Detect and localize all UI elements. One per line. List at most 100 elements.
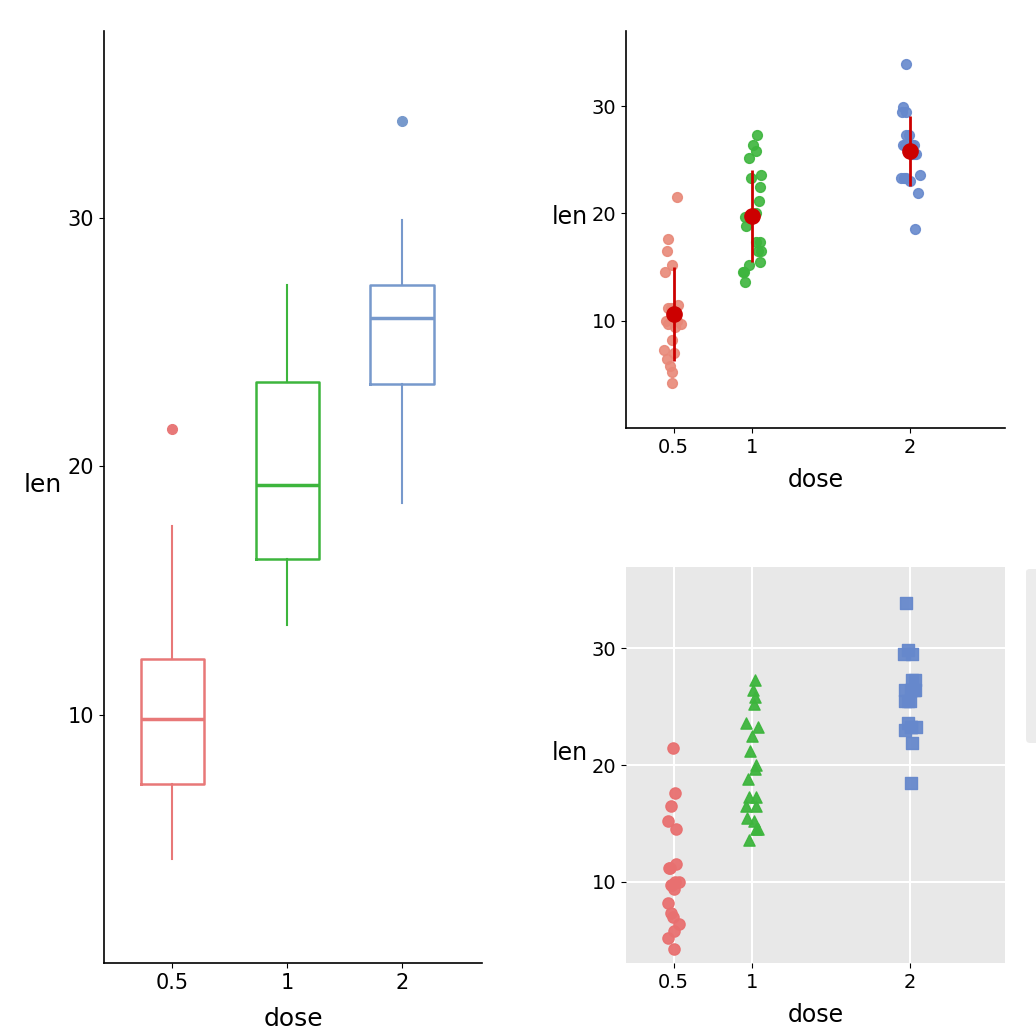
0.5 xyxy=(666,873,683,890)
2 xyxy=(900,641,917,658)
1 xyxy=(744,727,760,744)
Point xyxy=(912,167,928,183)
0.5 xyxy=(662,860,679,876)
Point xyxy=(741,149,757,166)
1 xyxy=(749,821,766,837)
0.5 xyxy=(666,881,683,897)
Y-axis label: len: len xyxy=(23,473,61,497)
2 xyxy=(903,646,920,663)
Point xyxy=(752,234,769,251)
Point xyxy=(666,319,683,336)
0.5 xyxy=(668,856,685,872)
Point xyxy=(893,104,910,120)
0.5 xyxy=(667,821,684,837)
2 xyxy=(896,693,913,710)
Point xyxy=(895,170,912,186)
1 xyxy=(747,689,764,706)
1 xyxy=(744,682,760,698)
Point xyxy=(659,242,675,259)
1 xyxy=(748,757,765,774)
Point xyxy=(898,104,915,120)
Point xyxy=(896,137,913,153)
Point xyxy=(748,205,765,222)
Point xyxy=(908,146,924,163)
1 xyxy=(748,798,765,814)
Point xyxy=(669,189,686,205)
Point xyxy=(736,264,752,281)
1 xyxy=(741,788,757,805)
Point xyxy=(662,299,679,316)
0.5 xyxy=(665,740,682,756)
Point xyxy=(894,137,911,153)
2 xyxy=(899,715,916,731)
X-axis label: dose: dose xyxy=(787,1003,843,1028)
Point xyxy=(906,221,923,237)
Point xyxy=(901,126,918,143)
Point xyxy=(660,316,677,333)
Point xyxy=(750,242,767,259)
1 xyxy=(746,813,762,830)
2 xyxy=(896,646,913,663)
2 xyxy=(908,718,924,735)
0.5 xyxy=(660,929,677,946)
0.5 xyxy=(666,941,683,957)
Point xyxy=(741,257,757,274)
1 xyxy=(742,743,758,759)
Point xyxy=(753,242,770,259)
Point xyxy=(743,170,759,186)
Point xyxy=(662,357,679,374)
0.5 xyxy=(662,877,679,894)
Point xyxy=(893,170,910,186)
1 xyxy=(740,771,756,787)
Point xyxy=(660,231,677,248)
0.5 xyxy=(663,905,680,922)
Point xyxy=(749,126,766,143)
0.5 xyxy=(670,916,687,932)
Point xyxy=(750,193,767,209)
0.5 xyxy=(664,909,681,925)
2 xyxy=(898,595,915,611)
2 xyxy=(902,682,919,698)
Point xyxy=(657,264,673,281)
Point xyxy=(751,178,768,195)
Point xyxy=(901,173,918,190)
0.5 xyxy=(664,877,681,894)
2 xyxy=(901,693,918,710)
Point xyxy=(910,184,926,201)
Point xyxy=(738,218,754,234)
1 xyxy=(746,696,762,713)
Y-axis label: len: len xyxy=(551,205,587,229)
X-axis label: dose: dose xyxy=(263,1007,323,1031)
Point xyxy=(672,316,689,333)
Point xyxy=(748,143,765,160)
Point xyxy=(663,364,680,380)
1 xyxy=(747,788,764,805)
Point xyxy=(666,345,683,362)
1 xyxy=(750,718,767,735)
Point xyxy=(895,98,912,115)
0.5 xyxy=(662,798,679,814)
Point xyxy=(659,351,675,368)
1 xyxy=(747,671,764,688)
Y-axis label: len: len xyxy=(551,741,587,766)
Point xyxy=(748,234,765,251)
2 xyxy=(903,735,920,751)
1 xyxy=(738,798,754,814)
2 xyxy=(904,671,921,688)
Point xyxy=(903,137,920,153)
1 xyxy=(738,715,754,731)
2 xyxy=(899,693,916,710)
Point xyxy=(751,254,768,270)
Point xyxy=(745,137,761,153)
2 xyxy=(902,774,919,790)
2 xyxy=(905,682,922,698)
1 xyxy=(747,760,764,777)
Point xyxy=(737,274,753,290)
Point xyxy=(898,56,915,73)
1 xyxy=(739,809,755,826)
0.5 xyxy=(661,860,678,876)
Point xyxy=(664,257,681,274)
2 xyxy=(896,722,913,739)
2 xyxy=(906,671,923,688)
Point xyxy=(737,208,753,225)
